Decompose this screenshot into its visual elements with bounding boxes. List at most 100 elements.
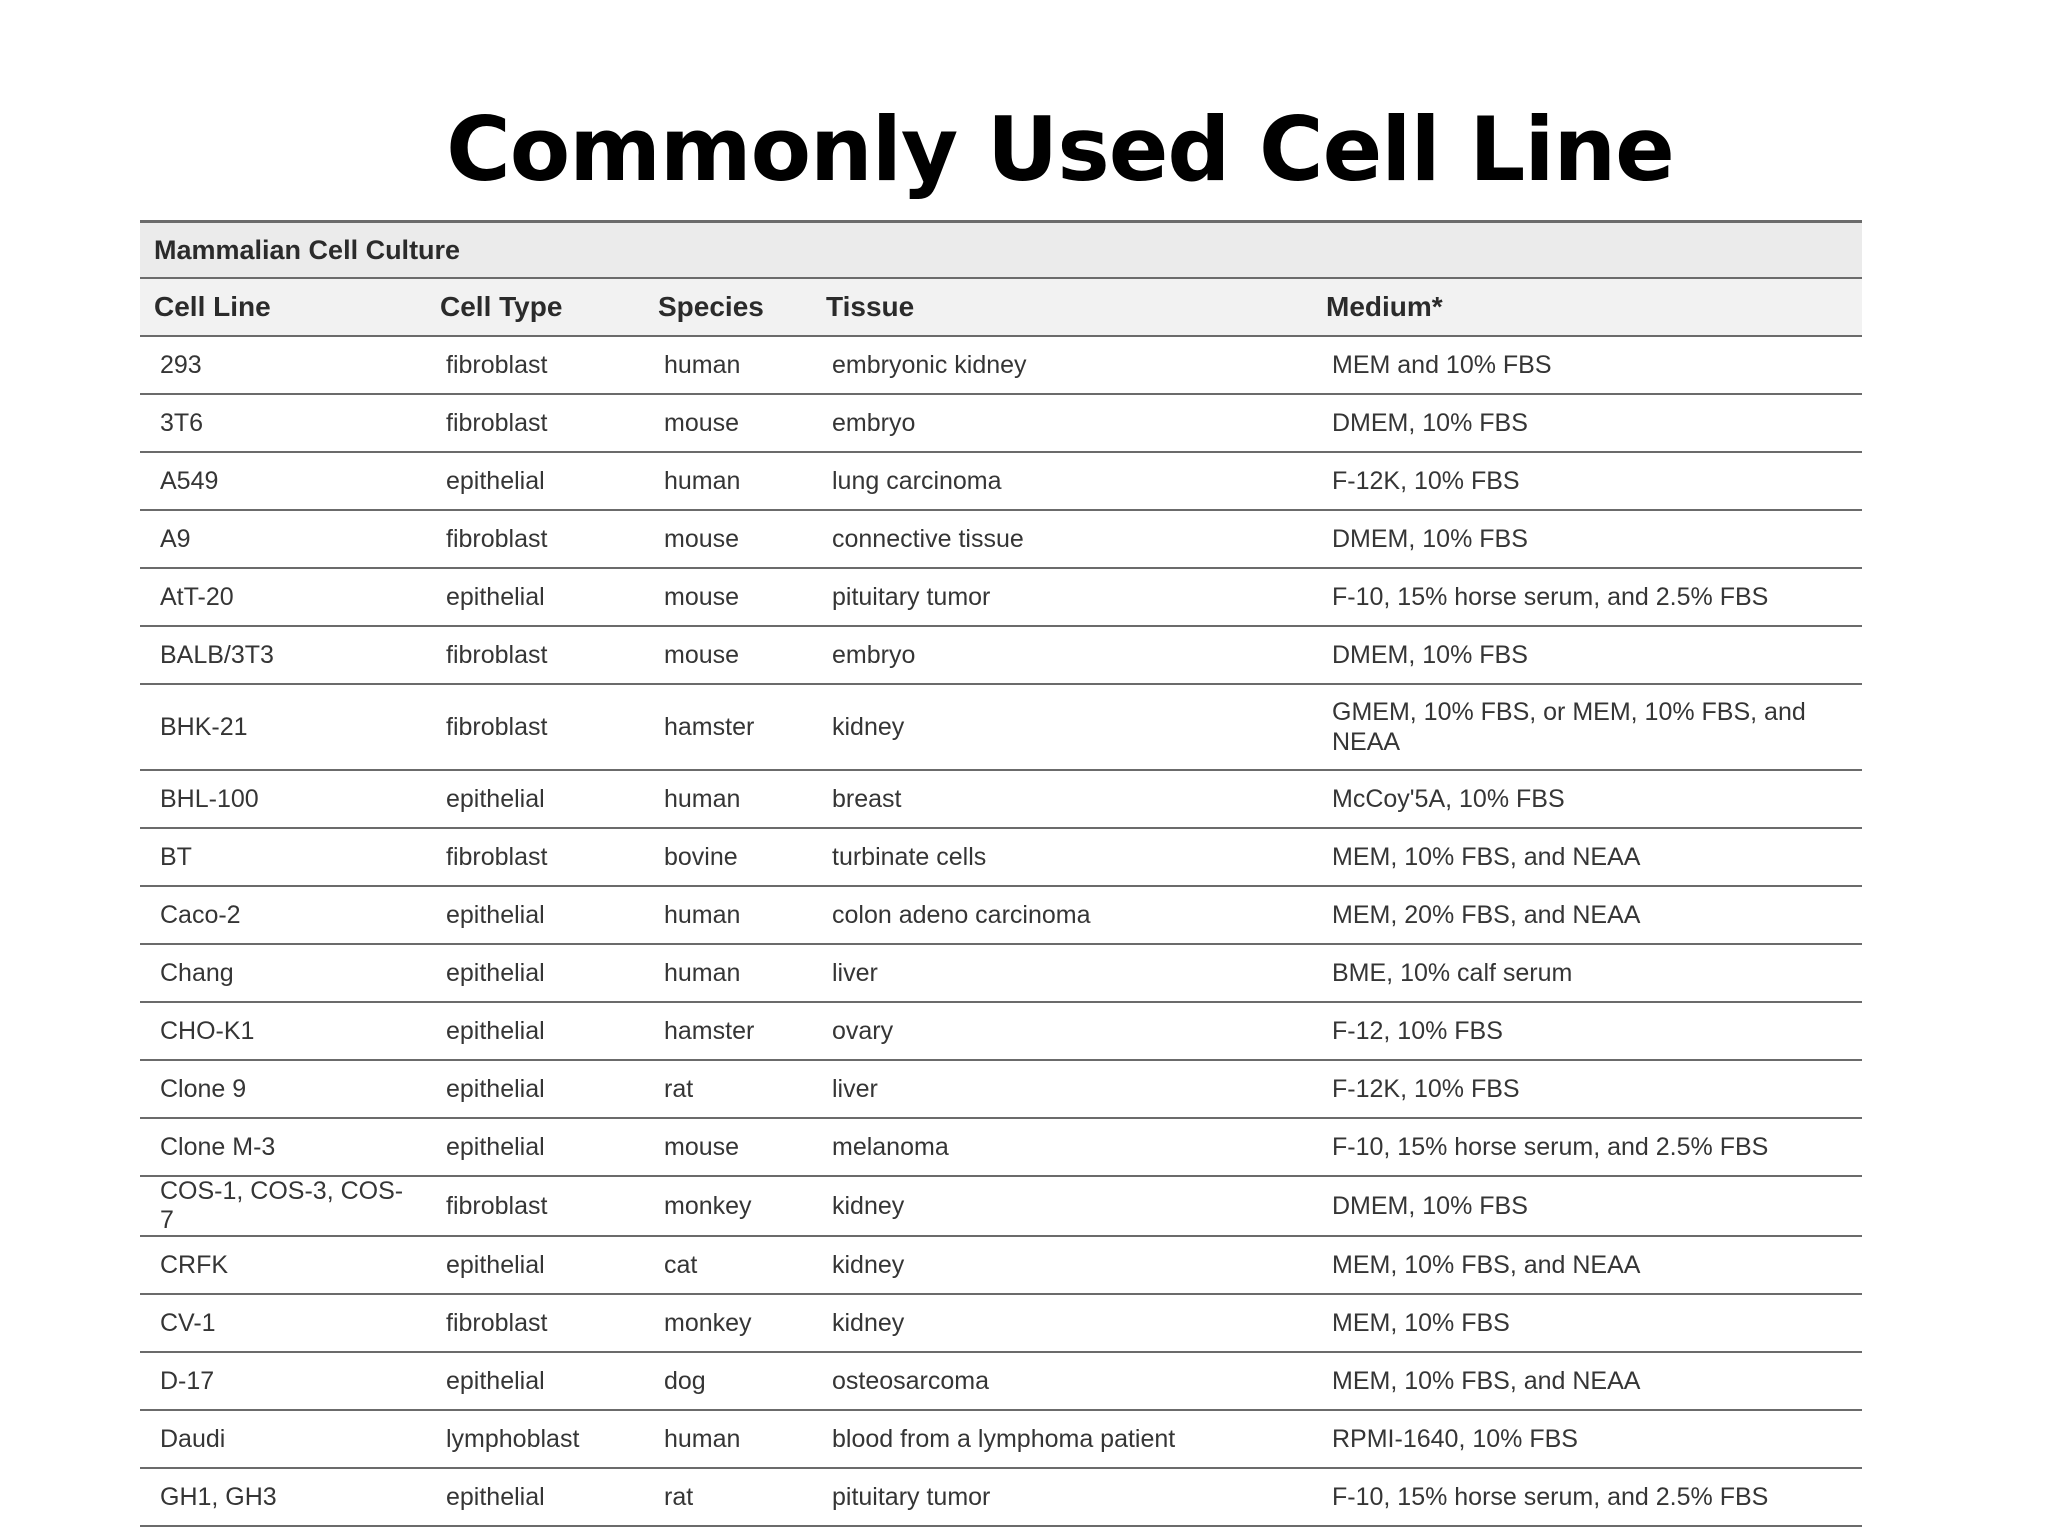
- species-cell: dog: [644, 1352, 812, 1411]
- cell-type-cell: epithelial: [426, 1118, 644, 1177]
- cell-type-cell: epithelial: [426, 1236, 644, 1295]
- medium-cell: MEM, 10% FBS: [1312, 1294, 1863, 1353]
- medium-cell: DMEM, 10% FBS: [1312, 510, 1863, 569]
- tissue-cell: kidney: [812, 684, 1312, 771]
- medium-cell: MEM, 10% FBS, and NEAA: [1312, 1352, 1863, 1411]
- cell-type-cell: fibroblast: [426, 1176, 644, 1237]
- medium-cell: DMEM, 10% FBS: [1312, 1176, 1863, 1237]
- cell-type-cell: epithelial: [426, 886, 644, 945]
- header-species: Species: [644, 278, 812, 337]
- species-cell: bovine: [644, 828, 812, 887]
- table-row: BHL-100 epithelial human breast McCoy'5A, 10…: [140, 770, 1863, 829]
- table-caption: Mammalian Cell Culture: [140, 220, 1863, 279]
- table-row: A9 fibroblast mouse connective tissue DMEM, …: [140, 510, 1863, 569]
- species-cell: mouse: [644, 394, 812, 453]
- species-cell: rat: [644, 1468, 812, 1527]
- medium-cell: F-10, 15% horse serum, and 2.5% FBS: [1312, 568, 1863, 627]
- medium-cell: BME, 10% calf serum: [1312, 944, 1863, 1003]
- cell-type-cell: fibroblast: [426, 684, 644, 771]
- header-cell-line: Cell Line: [140, 278, 426, 337]
- tissue-cell: ovary: [812, 1002, 1312, 1061]
- medium-cell: RPMI-1640, 10% FBS: [1312, 1410, 1863, 1469]
- table-row: AtT-20 epithelial mouse pituitary tumor F-10…: [140, 568, 1863, 627]
- cell-type-cell: epithelial: [426, 568, 644, 627]
- species-cell: human: [644, 886, 812, 945]
- cell-line-cell: BALB/3T3: [140, 626, 426, 685]
- species-cell: human: [644, 336, 812, 395]
- medium-cell: MEM, 10% FBS, and NEAA: [1312, 828, 1863, 887]
- medium-cell: F-12K, 10% FBS: [1312, 452, 1863, 511]
- cell-type-cell: epithelial: [426, 1002, 644, 1061]
- header-cell-type: Cell Type: [426, 278, 644, 337]
- table-row: BHK-21 fibroblast hamster kidney GMEM, 10% F…: [140, 684, 1863, 771]
- table-row: Clone 9 epithelial rat liver F-12K, 10% FBS: [140, 1060, 1863, 1119]
- species-cell: rat: [644, 1060, 812, 1119]
- medium-cell: McCoy'5A, 10% FBS: [1312, 770, 1863, 829]
- header-tissue: Tissue: [812, 278, 1312, 337]
- tissue-cell: turbinate cells: [812, 828, 1312, 887]
- tissue-cell: melanoma: [812, 1118, 1312, 1177]
- species-cell: human: [644, 770, 812, 829]
- table-row: COS-1, COS-3, COS-7 fibroblast monkey kidne…: [140, 1176, 1863, 1237]
- species-cell: human: [644, 1410, 812, 1469]
- tissue-cell: osteosarcoma: [812, 1352, 1312, 1411]
- cell-line-cell: COS-1, COS-3, COS-7: [140, 1176, 426, 1237]
- table-row: BT fibroblast bovine turbinate cells MEM, 10…: [140, 828, 1863, 887]
- cell-type-cell: fibroblast: [426, 1294, 644, 1353]
- medium-cell: MEM, 20% FBS, and NEAA: [1312, 886, 1863, 945]
- cell-line-cell: 3T6: [140, 394, 426, 453]
- species-cell: mouse: [644, 626, 812, 685]
- cell-type-cell: epithelial: [426, 1352, 644, 1411]
- table-row: Chang epithelial human liver BME, 10% calf s…: [140, 944, 1863, 1003]
- cell-line-cell: 293: [140, 336, 426, 395]
- cell-line-cell: Daudi: [140, 1410, 426, 1469]
- cell-line-cell: D-17: [140, 1352, 426, 1411]
- tissue-cell: kidney: [812, 1294, 1312, 1353]
- table-row: 3T6 fibroblast mouse embryo DMEM, 10% FBS: [140, 394, 1863, 453]
- tissue-cell: lung carcinoma: [812, 452, 1312, 511]
- tissue-cell: liver: [812, 944, 1312, 1003]
- cell-type-cell: fibroblast: [426, 336, 644, 395]
- cell-line-table: Mammalian Cell Culture Cell Line Cell Ty…: [140, 220, 1863, 1527]
- medium-cell: F-12K, 10% FBS: [1312, 1060, 1863, 1119]
- table-row: Daudi lymphoblast human blood from a lympho…: [140, 1410, 1863, 1469]
- cell-line-cell: Clone 9: [140, 1060, 426, 1119]
- table-row: A549 epithelial human lung carcinoma F-12K, …: [140, 452, 1863, 511]
- tissue-cell: kidney: [812, 1236, 1312, 1295]
- cell-line-cell: CV-1: [140, 1294, 426, 1353]
- cell-type-cell: epithelial: [426, 1468, 644, 1527]
- table-row: CV-1 fibroblast monkey kidney MEM, 10% FBS: [140, 1294, 1863, 1353]
- cell-type-cell: epithelial: [426, 452, 644, 511]
- table-row: BALB/3T3 fibroblast mouse embryo DMEM, 10% F…: [140, 626, 1863, 685]
- cell-line-cell: BHK-21: [140, 684, 426, 771]
- medium-cell: GMEM, 10% FBS, or MEM, 10% FBS, and NEAA: [1312, 684, 1863, 771]
- medium-cell: F-10, 15% horse serum, and 2.5% FBS: [1312, 1468, 1863, 1527]
- cell-line-cell: A9: [140, 510, 426, 569]
- cell-type-cell: epithelial: [426, 1060, 644, 1119]
- cell-line-cell: BT: [140, 828, 426, 887]
- cell-line-cell: Chang: [140, 944, 426, 1003]
- table-row: CHO-K1 epithelial hamster ovary F-12, 10% FB…: [140, 1002, 1863, 1061]
- cell-line-cell: AtT-20: [140, 568, 426, 627]
- table-header-row: Cell Line Cell Type Species Tissue Mediu…: [140, 278, 1863, 337]
- medium-cell: MEM, 10% FBS, and NEAA: [1312, 1236, 1863, 1295]
- cell-line-cell: GH1, GH3: [140, 1468, 426, 1527]
- tissue-cell: pituitary tumor: [812, 1468, 1312, 1527]
- species-cell: mouse: [644, 510, 812, 569]
- header-medium: Medium*: [1312, 278, 1863, 337]
- cell-line-cell: CRFK: [140, 1236, 426, 1295]
- tissue-cell: embryonic kidney: [812, 336, 1312, 395]
- species-cell: monkey: [644, 1176, 812, 1237]
- table-row: D-17 epithelial dog osteosarcoma MEM, 10% FB…: [140, 1352, 1863, 1411]
- medium-cell: MEM and 10% FBS: [1312, 336, 1863, 395]
- medium-cell: DMEM, 10% FBS: [1312, 626, 1863, 685]
- tissue-cell: colon adeno carcinoma: [812, 886, 1312, 945]
- species-cell: cat: [644, 1236, 812, 1295]
- cell-line-cell: Caco-2: [140, 886, 426, 945]
- cell-line-cell: Clone M-3: [140, 1118, 426, 1177]
- table-row: GH1, GH3 epithelial rat pituitary tumor F-10…: [140, 1468, 1863, 1527]
- species-cell: mouse: [644, 568, 812, 627]
- cell-line-table-container: Mammalian Cell Culture Cell Line Cell Ty…: [140, 220, 1863, 1527]
- medium-cell: F-10, 15% horse serum, and 2.5% FBS: [1312, 1118, 1863, 1177]
- cell-line-cell: BHL-100: [140, 770, 426, 829]
